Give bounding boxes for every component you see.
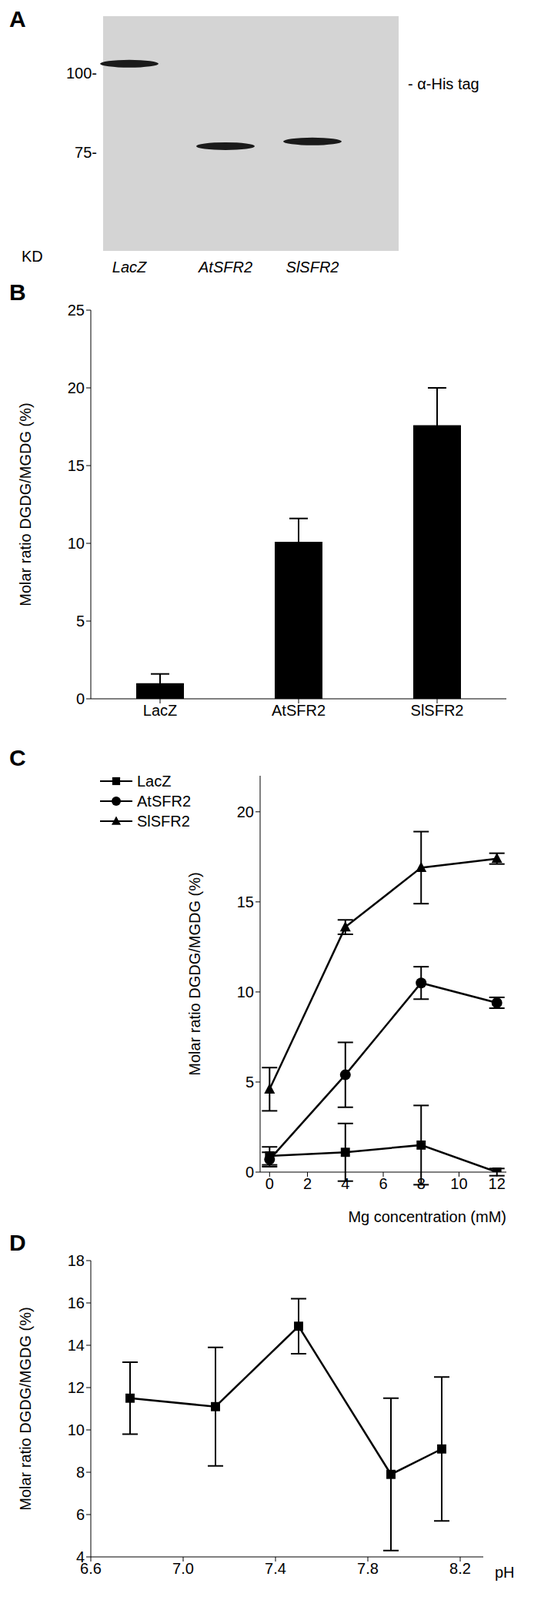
svg-text:- α-His tag: - α-His tag: [407, 75, 480, 93]
html-text:LacZ: LacZ: [136, 772, 172, 790]
html-text:D: D: [9, 1229, 26, 1256]
svg-text:20: 20: [67, 379, 85, 397]
svg-text:8.2: 8.2: [449, 1559, 471, 1577]
svg-text:15: 15: [67, 457, 85, 475]
svg-text:7.8: 7.8: [357, 1559, 379, 1577]
svg-text:15: 15: [237, 893, 254, 911]
svg-text:100-: 100-: [66, 64, 97, 82]
svg-text:20: 20: [237, 803, 254, 821]
svg-text:10: 10: [67, 1421, 85, 1439]
html-text:C: C: [9, 744, 26, 771]
svg-text:8: 8: [76, 1463, 85, 1481]
svg-text:25: 25: [67, 301, 85, 319]
svg-text:Molar ratio DGDG/MGDG (%): Molar ratio DGDG/MGDG (%): [16, 1306, 34, 1510]
svg-text:Molar ratio DGDG/MGDG (%): Molar ratio DGDG/MGDG (%): [16, 402, 34, 606]
html-text:A: A: [9, 6, 26, 32]
svg-text:10: 10: [237, 983, 254, 1001]
svg-text:0: 0: [265, 1175, 274, 1193]
svg-text:6.6: 6.6: [80, 1560, 102, 1577]
svg-text:LacZ: LacZ: [143, 701, 177, 719]
svg-text:7.4: 7.4: [264, 1559, 287, 1577]
svg-text:4: 4: [76, 1548, 85, 1566]
svg-text:10: 10: [450, 1175, 468, 1193]
html-text:AtSFR2: AtSFR2: [136, 792, 191, 810]
svg-text:pH: pH: [494, 1563, 515, 1581]
svg-text:0: 0: [245, 1163, 254, 1181]
svg-text:0: 0: [76, 690, 85, 708]
svg-text:12: 12: [488, 1175, 506, 1193]
svg-text:SlSFR2: SlSFR2: [286, 258, 340, 276]
svg-text:8: 8: [417, 1175, 426, 1193]
svg-text:4: 4: [340, 1175, 350, 1193]
html-text:B: B: [9, 279, 26, 305]
svg-text:Mg concentration (mM): Mg concentration (mM): [347, 1208, 507, 1226]
svg-text:5: 5: [76, 612, 85, 630]
svg-text:LacZ: LacZ: [112, 258, 147, 276]
svg-text:10: 10: [67, 534, 85, 552]
svg-text:5: 5: [245, 1073, 254, 1091]
svg-text:75-: 75-: [74, 143, 97, 161]
svg-text:6: 6: [76, 1506, 85, 1523]
svg-text:KD: KD: [21, 247, 44, 265]
html-text:SlSFR2: SlSFR2: [136, 812, 191, 830]
svg-text:AtSFR2: AtSFR2: [271, 701, 326, 719]
svg-text:18: 18: [67, 1252, 85, 1269]
svg-text:Molar ratio DGDG/MGDG (%): Molar ratio DGDG/MGDG (%): [186, 871, 204, 1076]
svg-text:14: 14: [67, 1336, 85, 1354]
svg-text:12: 12: [67, 1379, 85, 1396]
svg-text:6: 6: [378, 1175, 388, 1193]
svg-text:7.0: 7.0: [172, 1559, 194, 1577]
svg-text:SlSFR2: SlSFR2: [410, 701, 465, 719]
svg-text:AtSFR2: AtSFR2: [197, 258, 253, 276]
svg-text:2: 2: [303, 1175, 312, 1193]
svg-text:16: 16: [67, 1294, 85, 1312]
